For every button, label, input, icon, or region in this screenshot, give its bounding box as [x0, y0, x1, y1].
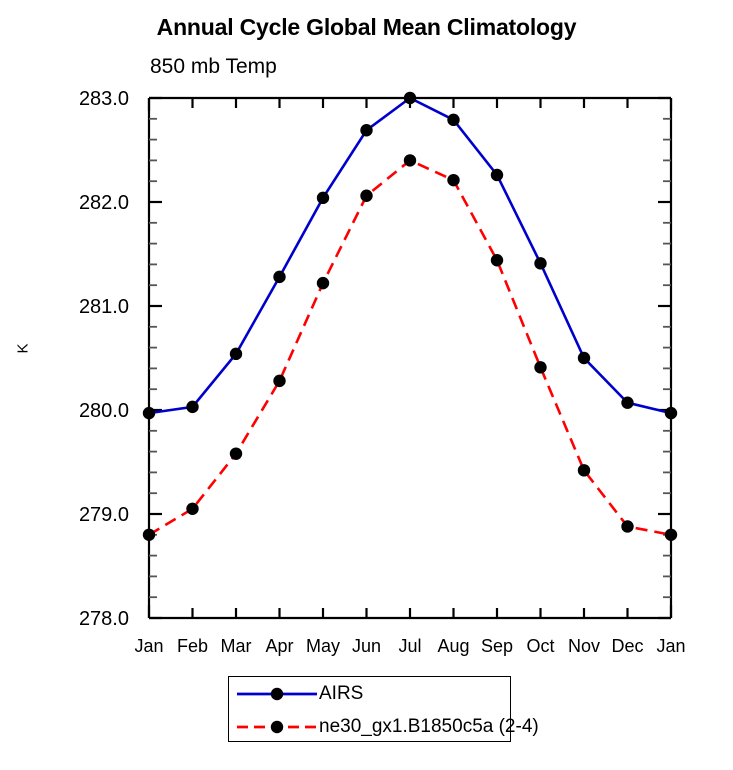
data-point-s0-1: [186, 400, 199, 414]
data-point-s0-2: [229, 347, 243, 361]
x-tick-labels: Jan Feb Mar Apr May Jun Jul Aug Sep Oct Nov Dec Jan: [134, 636, 685, 656]
svg-text:Jun: Jun: [352, 636, 381, 656]
svg-text:May: May: [306, 636, 340, 656]
axes: [147, 96, 673, 620]
svg-text:Mar: Mar: [221, 636, 252, 656]
svg-text:Feb: Feb: [177, 636, 208, 656]
data-point-s0-11: [621, 396, 634, 409]
series-line-0: [148, 96, 672, 415]
data-point-s0-9: [534, 257, 547, 270]
legend-item-1[interactable]: ne30_gx1.B1850c5a (2-4): [229, 710, 539, 743]
chart-title: Annual Cycle Global Mean Climatology: [156, 14, 577, 40]
data-point-s0-5: [360, 124, 373, 137]
data-point-s0-6: [403, 91, 417, 105]
svg-text:283.0: 283.0: [79, 88, 129, 110]
data-point-s1-11: [621, 520, 634, 533]
data-point-s0-3: [273, 270, 286, 284]
svg-text:Nov: Nov: [568, 636, 600, 656]
svg-text:282.0: 282.0: [79, 192, 129, 214]
svg-text:Jul: Jul: [398, 636, 421, 656]
svg-text:Sep: Sep: [481, 636, 513, 656]
data-point-s1-3: [273, 374, 286, 388]
data-point-s1-4: [316, 276, 330, 290]
data-point-s1-9: [534, 361, 547, 374]
axis-ticks: [147, 96, 673, 620]
legend-swatch-series-0: [229, 679, 323, 709]
data-series: [142, 91, 678, 541]
data-point-s0-8: [490, 168, 504, 182]
data-point-s1-12: [664, 528, 678, 541]
data-point-s1-5: [360, 189, 373, 202]
svg-text:280.0: 280.0: [79, 400, 129, 422]
svg-text:Apr: Apr: [265, 636, 293, 656]
legend-label-series-1: ne30_gx1.B1850c5a (2-4): [319, 715, 539, 737]
data-point-s0-7: [447, 113, 460, 127]
svg-text:Aug: Aug: [437, 636, 469, 656]
series-line-1: [148, 158, 672, 537]
chart-legend: AIRS ne30_gx1.B1850c5a (2-4): [228, 676, 539, 743]
svg-text:Dec: Dec: [611, 636, 643, 656]
data-point-s1-0: [142, 528, 156, 541]
chart-subtitle: 850 mb Temp: [150, 55, 277, 78]
data-point-s0-4: [316, 191, 330, 205]
legend-item-0[interactable]: AIRS: [229, 677, 510, 710]
data-point-s1-2: [229, 447, 243, 460]
data-point-s1-7: [447, 173, 460, 187]
legend-label-series-0: AIRS: [319, 682, 364, 704]
data-point-s0-0: [142, 406, 156, 420]
data-point-s1-6: [403, 154, 417, 167]
data-point-s0-10: [577, 351, 591, 365]
legend-swatch-series-1: [229, 712, 323, 742]
svg-text:Oct: Oct: [526, 636, 554, 656]
data-point-s1-8: [490, 254, 504, 267]
svg-text:Jan: Jan: [134, 636, 163, 656]
y-tick-labels: 278.0 279.0 280.0 281.0 282.0 283.0: [79, 88, 129, 630]
data-point-s0-12: [664, 406, 678, 420]
svg-text:279.0: 279.0: [79, 504, 129, 526]
data-point-s1-10: [577, 464, 591, 477]
data-point-s1-1: [186, 502, 199, 515]
svg-text:Jan: Jan: [656, 636, 685, 656]
svg-text:278.0: 278.0: [79, 608, 129, 630]
svg-text:281.0: 281.0: [79, 296, 129, 318]
